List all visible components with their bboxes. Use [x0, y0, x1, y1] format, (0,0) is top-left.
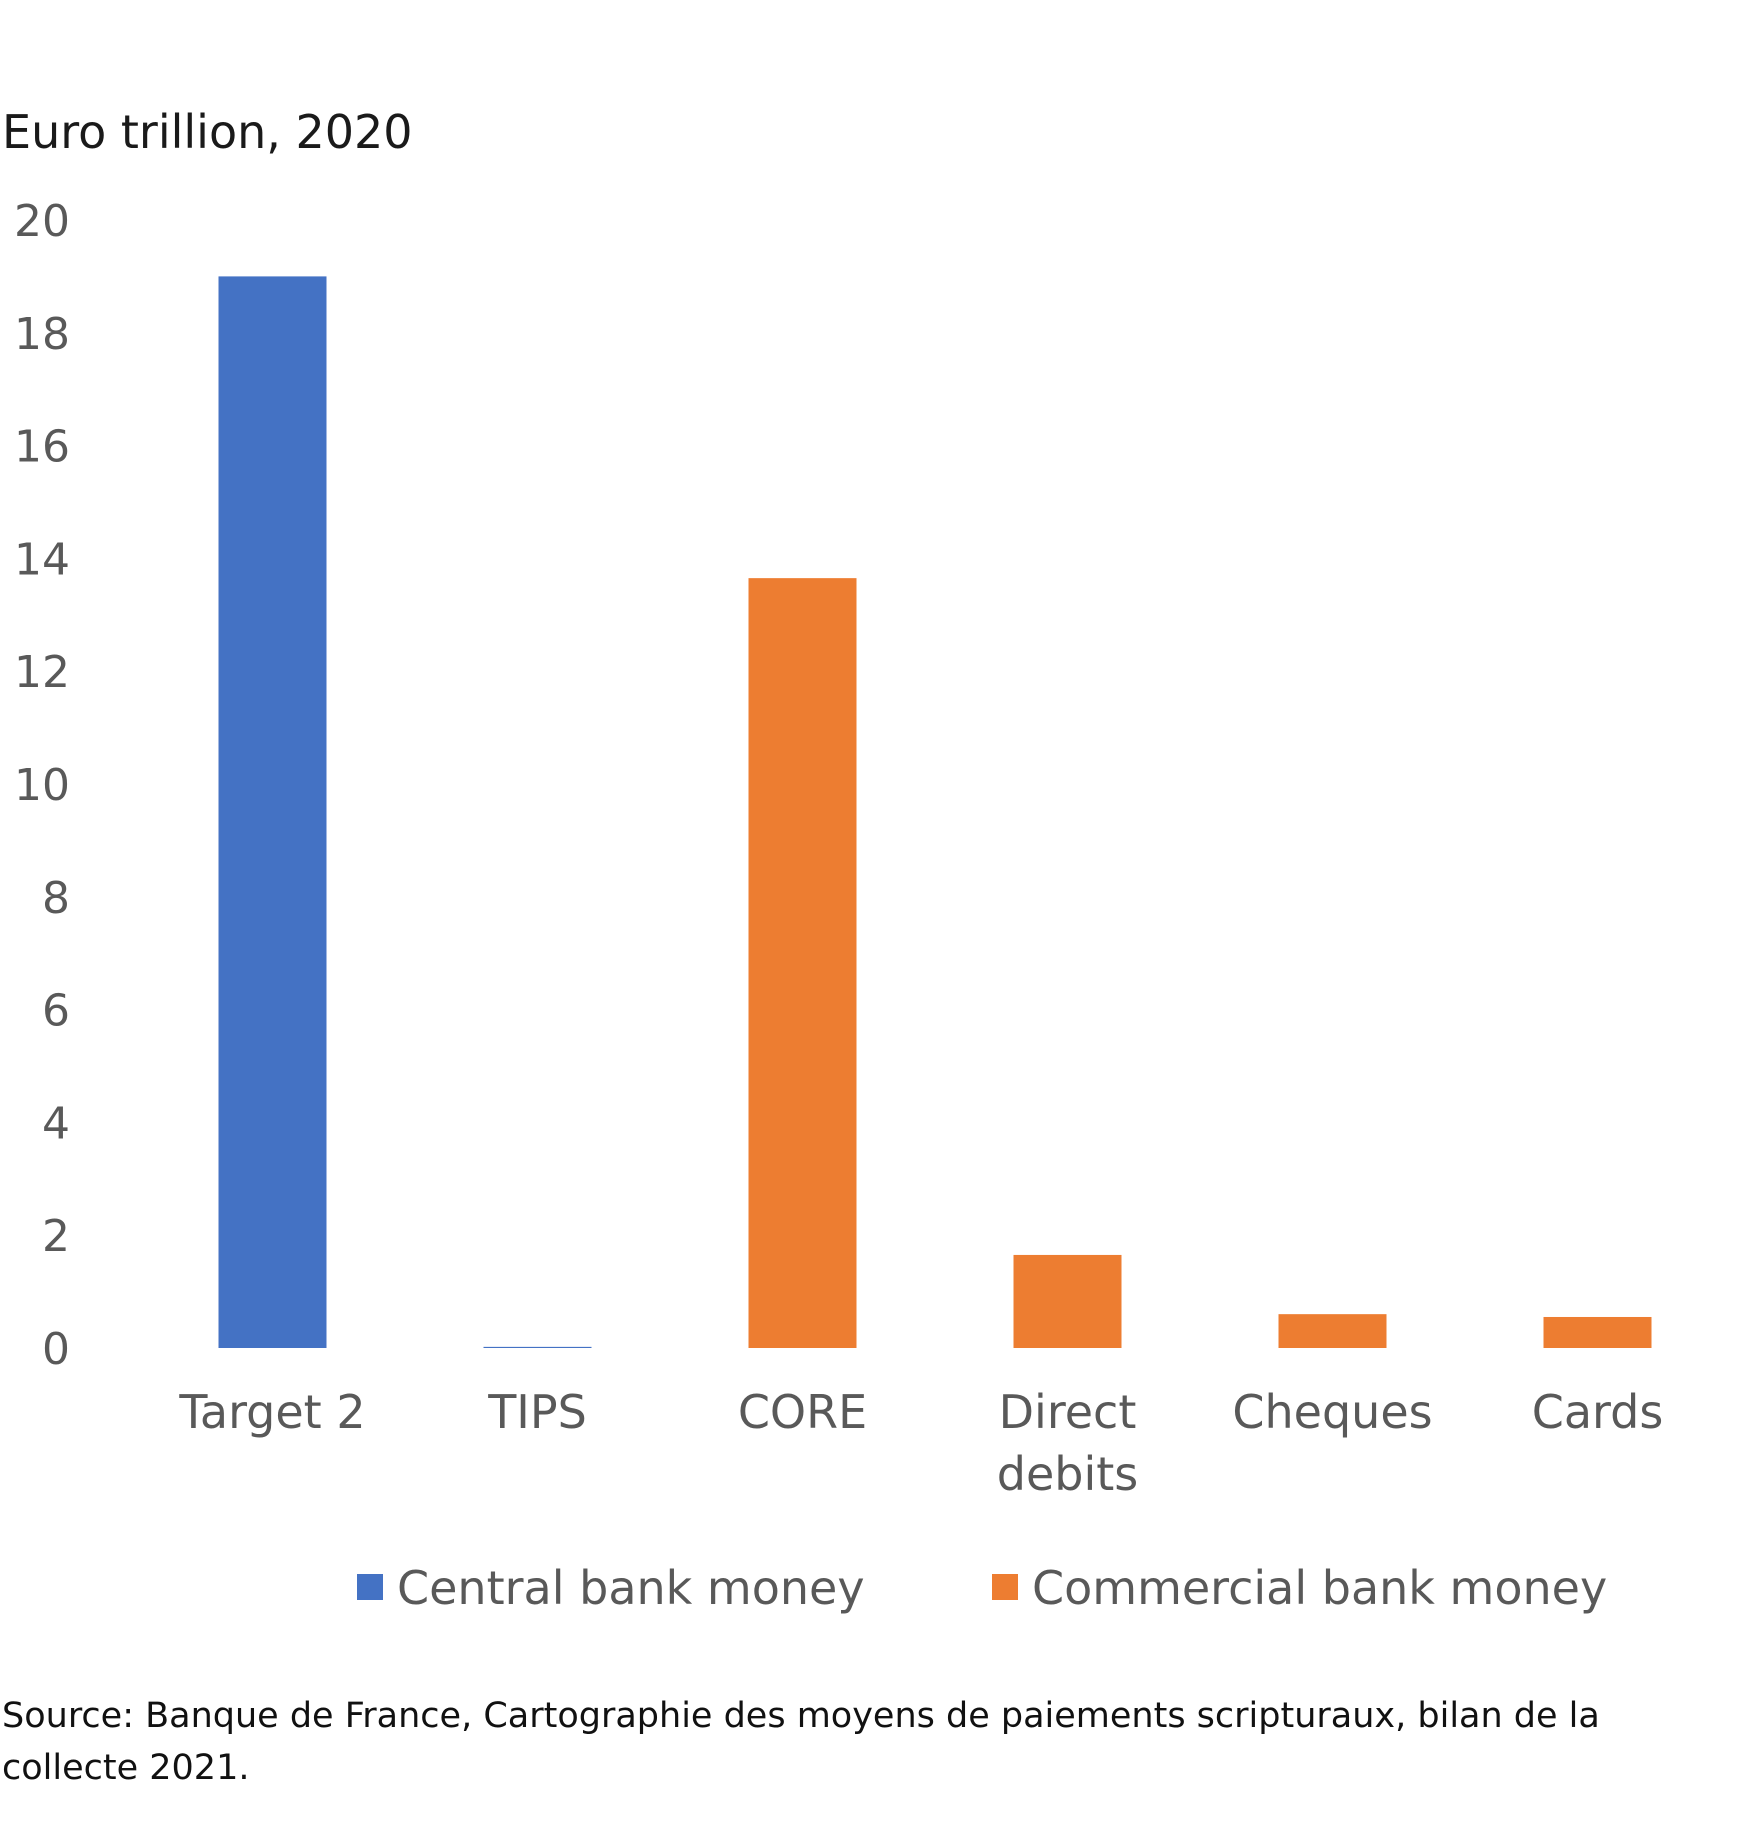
bar-core — [748, 578, 857, 1348]
legend: Central bank money Commercial bank money — [357, 1561, 1607, 1615]
y-tick-label: 20 — [14, 196, 70, 247]
legend-swatch — [992, 1574, 1018, 1600]
x-category-label: Target 2 — [178, 1385, 365, 1439]
bar-cards — [1543, 1316, 1652, 1348]
legend-label: Commercial bank money — [1032, 1561, 1607, 1615]
y-tick-label: 14 — [14, 534, 70, 585]
y-tick-label: 8 — [42, 873, 70, 924]
y-tick-label: 16 — [14, 422, 70, 473]
bar-cheques — [1278, 1314, 1387, 1348]
x-category-label: CORE — [738, 1385, 867, 1439]
x-category-label: Cards — [1532, 1385, 1664, 1439]
legend-swatch — [357, 1574, 383, 1600]
y-axis-ticks: 0 2 4 6 8 10 12 14 16 18 20 — [14, 196, 70, 1375]
y-tick-label: 6 — [42, 986, 70, 1037]
x-category-label: Direct — [999, 1385, 1137, 1439]
bar-chart: Euro trillion, 2020 0 2 4 6 8 10 12 14 16 18 20 Ta… — [2, 105, 1663, 1615]
y-tick-label: 0 — [42, 1324, 70, 1375]
y-tick-label: 10 — [14, 760, 70, 811]
source-note: Source: Banque de France, Cartographie d… — [2, 1696, 1600, 1788]
y-tick-label: 4 — [42, 1098, 70, 1149]
y-tick-label: 12 — [14, 647, 70, 698]
bar-target-2 — [218, 276, 327, 1348]
x-category-label: debits — [997, 1447, 1138, 1501]
y-tick-label: 18 — [14, 309, 70, 360]
x-category-label: TIPS — [487, 1385, 587, 1439]
bars — [218, 276, 1652, 1348]
bar-tips — [483, 1346, 592, 1348]
legend-label: Central bank money — [397, 1561, 865, 1615]
category-labels: Target 2 TIPS CORE Direct debits Cheques Cards — [178, 1385, 1663, 1501]
y-tick-label: 2 — [42, 1211, 70, 1262]
bar-direct-debits — [1013, 1254, 1122, 1348]
x-category-label: Cheques — [1232, 1385, 1432, 1439]
y-axis-unit-label: Euro trillion, 2020 — [2, 105, 413, 159]
